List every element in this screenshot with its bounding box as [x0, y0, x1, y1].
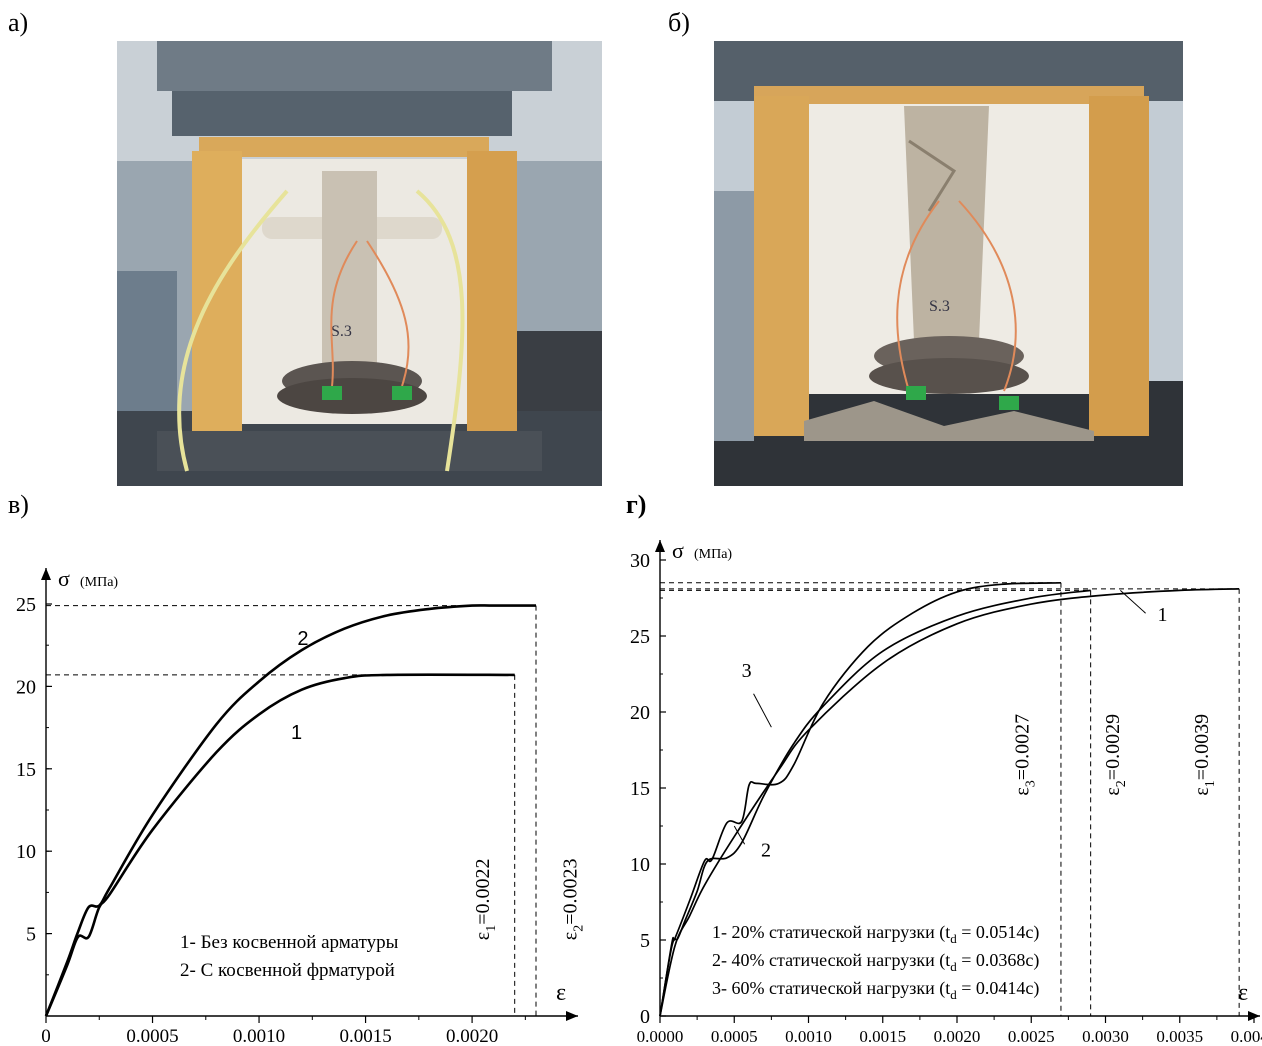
photo-specimen-after: S.3	[714, 41, 1183, 486]
y-tick-label: 5	[26, 924, 36, 946]
x-tick-label: 0.0015	[859, 1027, 906, 1046]
x-tick-label: 0.0000	[637, 1027, 684, 1046]
series-2-curve	[659, 589, 1091, 1017]
y-axis-arrow	[655, 540, 665, 552]
series-2-curve	[44, 604, 536, 1017]
photo-specimen-before: S.3	[117, 41, 602, 486]
specimen-after-illustration: S.3	[714, 41, 1183, 486]
series-1-curve	[659, 588, 1240, 1017]
strain-annotation-1: ε1=0.0022	[472, 859, 499, 941]
legend-item-2: 2- 40% статической нагрузки (td = 0.0368…	[712, 950, 1039, 974]
x-tick-label: 0.0040	[1231, 1027, 1262, 1046]
legend-item-1: 1- 20% статической нагрузки (td = 0.0514…	[712, 922, 1039, 946]
strain-annotation-3: ε1=0.0039	[1191, 714, 1218, 796]
panel-label-b: б)	[668, 8, 690, 37]
y-tick-label: 10	[16, 841, 36, 863]
x-axis-arrow	[566, 1011, 578, 1021]
specimen-before-illustration: S.3	[117, 41, 602, 486]
panel-label-d: г)	[626, 490, 647, 519]
y-tick-label: 0	[640, 1006, 650, 1028]
y-tick-label: 20	[630, 702, 650, 724]
y-axis-arrow	[41, 568, 51, 580]
x-tick-label: 0.0015	[339, 1026, 391, 1046]
x-tick-label: 0.0030	[1082, 1027, 1129, 1046]
x-tick-label: 0.0010	[785, 1027, 832, 1046]
strain-annotation-text: ε2=0.0023	[559, 859, 586, 941]
curve-label-1: 1	[291, 722, 302, 744]
y-axis-symbol: σ	[58, 566, 70, 591]
y-tick-label: 5	[640, 930, 650, 952]
strain-annotation-2: ε2=0.0029	[1102, 714, 1129, 796]
curve-leader-1	[1120, 590, 1146, 614]
y-tick-label: 15	[630, 778, 650, 800]
chart-g: σ (МПа) ε 0 5 10 15 20 25 30 0.0000 0.0005 0.0010 0.0…	[630, 538, 1262, 1046]
curve-label-3: 3	[742, 660, 752, 682]
curve-label-1: 1	[1157, 604, 1167, 626]
strain-annotation-text: ε1=0.0039	[1191, 714, 1218, 796]
legend-item-3: 3- 60% статической нагрузки (td = 0.0414…	[712, 978, 1039, 1002]
x-tick-label: 0.0020	[446, 1026, 498, 1046]
strain-annotation-2: ε2=0.0023	[559, 859, 586, 941]
x-tick-label: 0.0010	[233, 1026, 285, 1046]
legend-item-2: 2- С косвенной фрматурой	[180, 960, 395, 981]
x-tick-label: 0.0005	[711, 1027, 758, 1046]
specimen-label-b: S.3	[929, 298, 950, 315]
panel-label-c: в)	[8, 490, 29, 519]
series-3-curve	[659, 581, 1062, 1017]
y-tick-label: 25	[630, 626, 650, 648]
x-tick-label: 0.0025	[1008, 1027, 1055, 1046]
strain-annotation-1: ε3=0.0027	[1011, 714, 1038, 796]
x-axis-label: ε	[1238, 980, 1248, 1006]
panel-label-a: а)	[8, 8, 29, 37]
y-axis-symbol: σ	[672, 538, 684, 563]
specimen-label-a: S.3	[331, 323, 352, 340]
y-axis-unit: (МПа)	[694, 547, 732, 562]
chart-v: σ (МПа) ε 5 10 15 20 25 0 0.0005 0.0010 0.0015 0.002…	[16, 566, 586, 1046]
curve-label-2: 2	[297, 628, 308, 650]
curve-label-2: 2	[761, 839, 771, 861]
x-tick-label: 0.0020	[934, 1027, 981, 1046]
strain-annotation-text: ε3=0.0027	[1011, 714, 1038, 796]
y-tick-label: 20	[16, 676, 36, 698]
legend-item-1: 1- Без косвенной арматуры	[180, 932, 399, 953]
x-tick-label: 0.0035	[1156, 1027, 1203, 1046]
x-tick-label: 0	[41, 1026, 51, 1046]
curve-leader-2	[733, 825, 746, 845]
y-tick-label: 15	[16, 759, 36, 781]
y-axis-unit: (МПа)	[80, 575, 118, 590]
curve-leader-3	[753, 693, 772, 728]
y-tick-label: 25	[16, 594, 36, 616]
y-tick-label: 30	[630, 550, 650, 572]
strain-annotation-text: ε1=0.0022	[472, 859, 499, 941]
strain-annotation-text: ε2=0.0029	[1102, 714, 1129, 796]
x-axis-label: ε	[556, 980, 566, 1006]
y-tick-label: 10	[630, 854, 650, 876]
x-tick-label: 0.0005	[126, 1026, 178, 1046]
series-1-curve	[44, 673, 515, 1017]
